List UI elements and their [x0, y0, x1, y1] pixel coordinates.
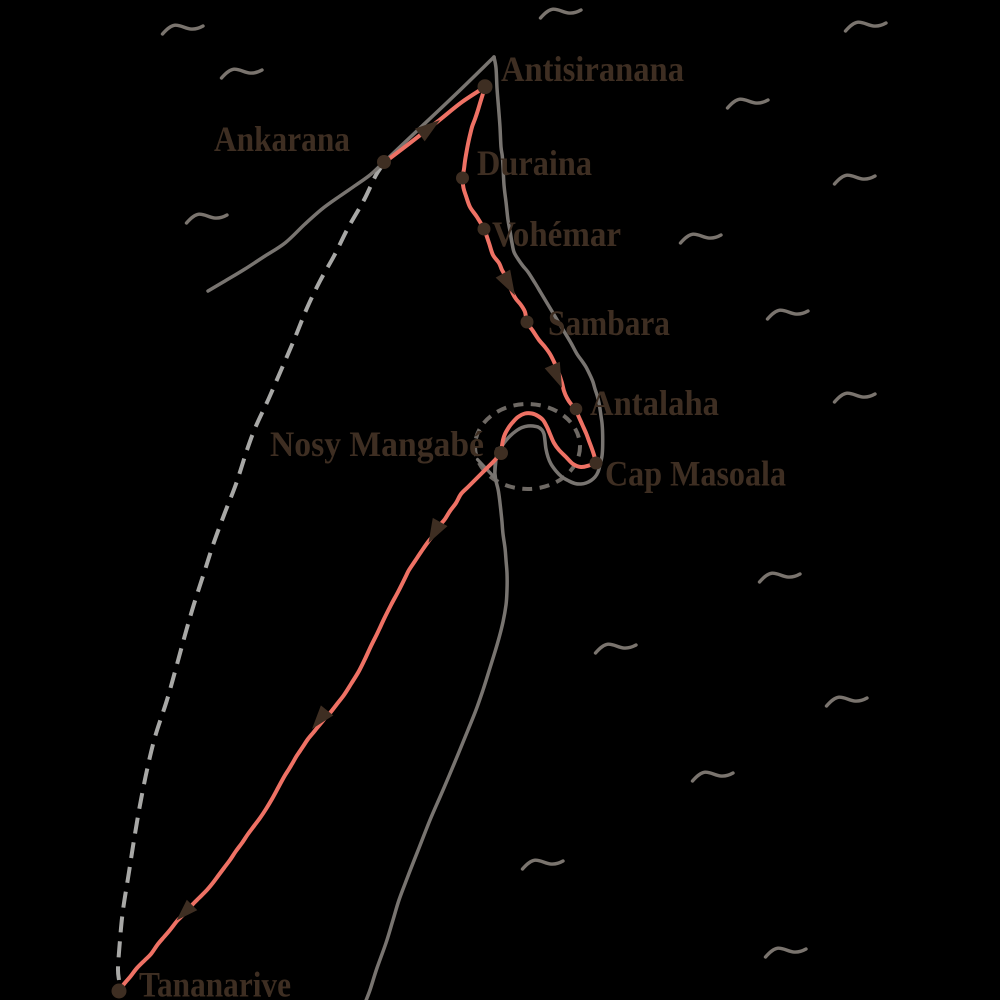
svg-text:Antisiranana: Antisiranana: [501, 49, 684, 89]
svg-text:Ankarana: Ankarana: [214, 119, 350, 159]
svg-text:Vohémar: Vohémar: [492, 214, 621, 254]
svg-text:Nosy Mangabé: Nosy Mangabé: [270, 424, 484, 464]
svg-text:Duraina: Duraina: [477, 143, 592, 183]
svg-text:Cap Masoala: Cap Masoala: [605, 454, 786, 494]
svg-text:Antalaha: Antalaha: [590, 383, 719, 423]
svg-text:Sambara: Sambara: [548, 303, 670, 343]
svg-text:Tananarive: Tananarive: [139, 965, 291, 1000]
